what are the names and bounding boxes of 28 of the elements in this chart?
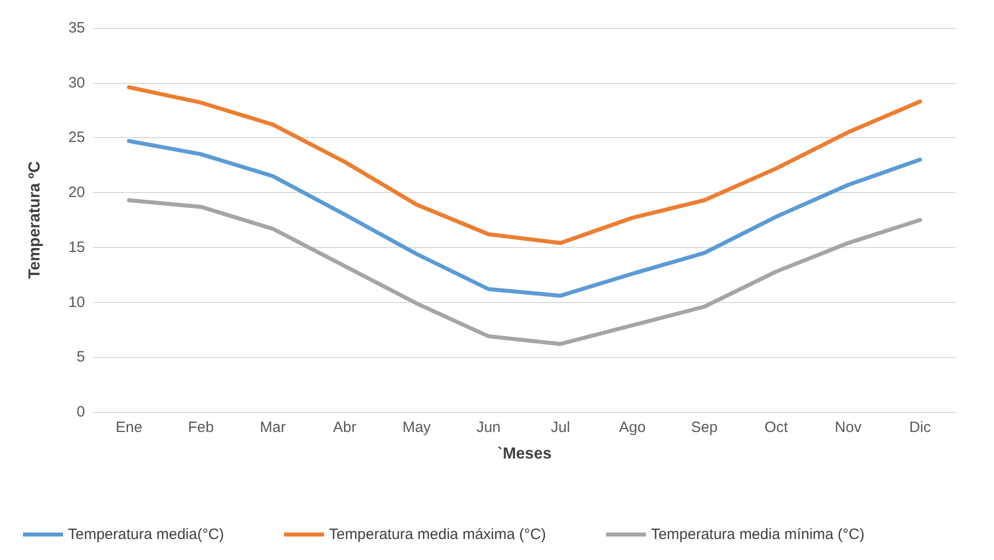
- line-series: [126, 85, 922, 246]
- x-tick-label: Sep: [690, 419, 718, 436]
- legend-label: Temperatura media mínima (°C): [650, 526, 865, 543]
- y-tick-label: 30: [68, 74, 85, 92]
- y-tick-label: 35: [68, 20, 85, 36]
- x-tick-label: May: [402, 419, 432, 436]
- y-tick-label: 5: [76, 348, 85, 366]
- x-tick-label: Nov: [834, 419, 862, 436]
- y-tick-label: 10: [68, 294, 85, 311]
- y-tick-label: 15: [68, 238, 85, 256]
- line-series: [126, 198, 922, 346]
- x-tick-label: Ene: [116, 419, 142, 436]
- x-tick-label: Jul: [550, 419, 570, 436]
- x-tick-label: Dic: [909, 419, 932, 436]
- y-tick-label: 25: [68, 129, 85, 146]
- x-tick-label: Mar: [260, 419, 286, 436]
- x-tick-label: Abr: [333, 419, 356, 436]
- x-axis-title: `Meses: [497, 446, 552, 462]
- x-tick-label: Jun: [476, 419, 501, 436]
- line-series: [126, 139, 922, 298]
- y-tick-label: 20: [68, 184, 85, 202]
- legend-label: Temperatura media(°C): [68, 526, 224, 543]
- x-tick-label: Feb: [188, 419, 214, 436]
- y-tick-label: 0: [76, 404, 85, 420]
- legend-label: Temperatura media máxima (°C): [329, 526, 546, 543]
- y-axis-title: Temperatura ºC: [26, 160, 44, 279]
- x-tick-label: Oct: [764, 419, 789, 436]
- x-tick-label: Ago: [619, 419, 646, 436]
